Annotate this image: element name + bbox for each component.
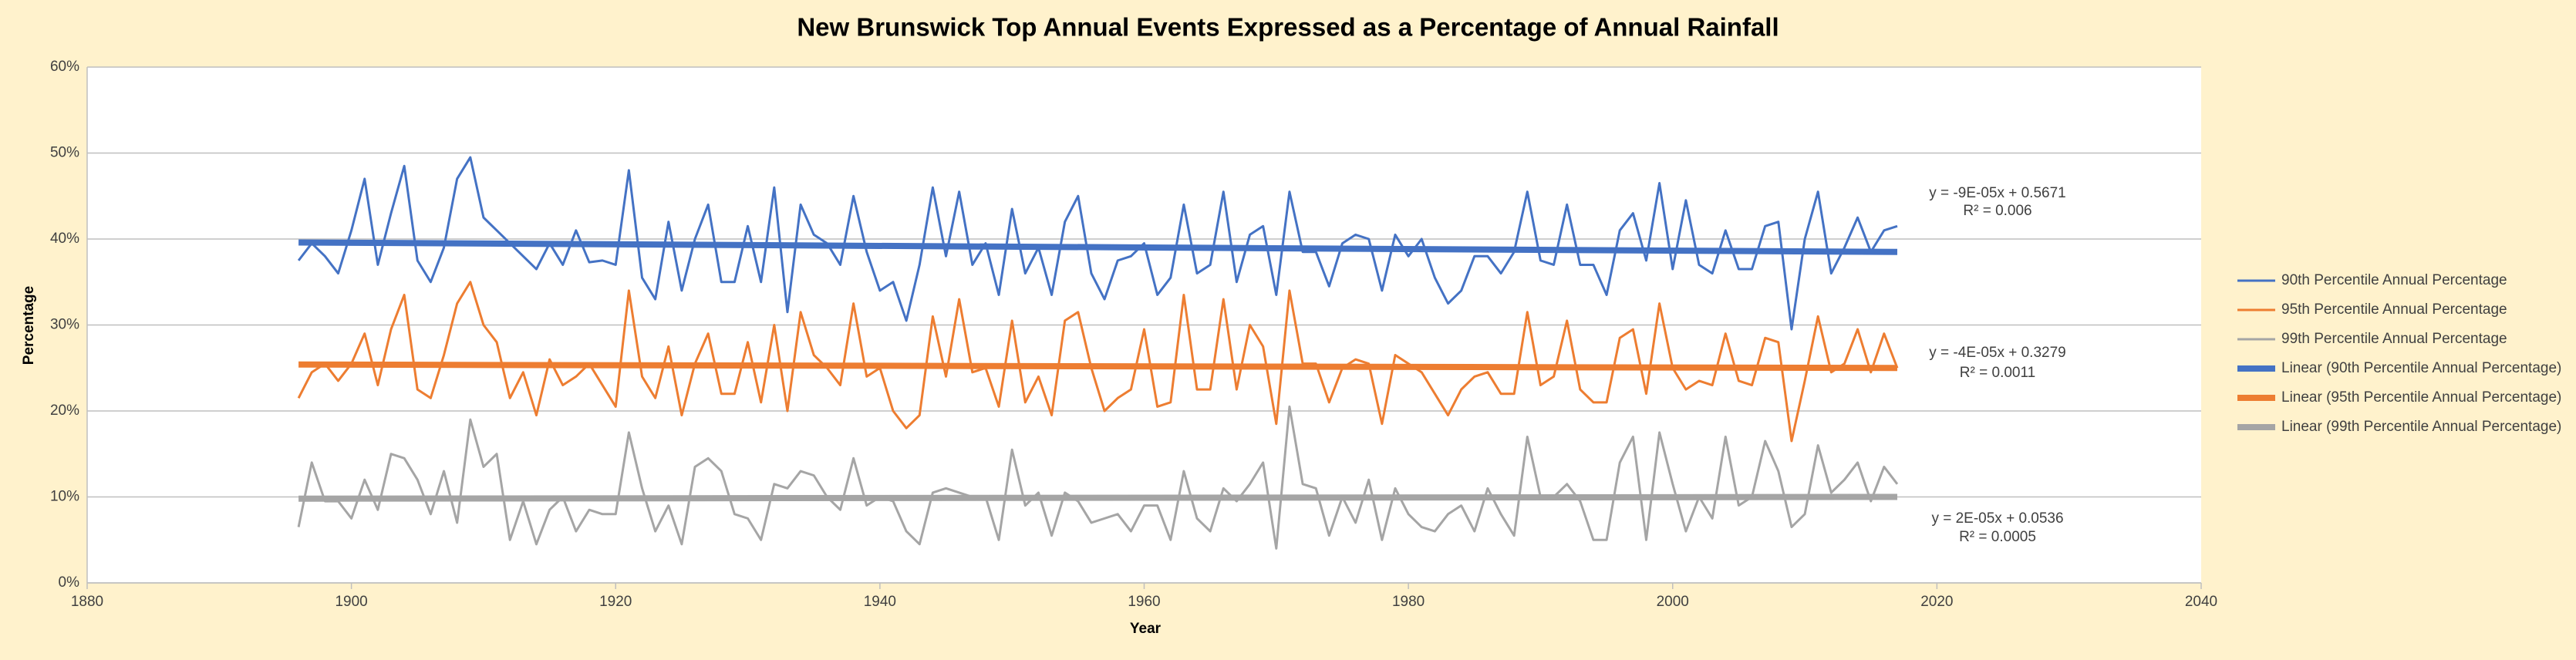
y-tick-label: 10% bbox=[50, 489, 79, 505]
annotation: y = 2E-05x + 0.0536 bbox=[1931, 510, 2063, 527]
x-tick-label: 2040 bbox=[2185, 594, 2217, 610]
legend-label: 95th Percentile Annual Percentage bbox=[2281, 301, 2507, 318]
trend-line bbox=[298, 239, 1898, 255]
chart-title: New Brunswick Top Annual Events Expresse… bbox=[797, 13, 1779, 42]
annotation: R² = 0.0005 bbox=[1959, 529, 2036, 545]
y-tick-label: 0% bbox=[59, 574, 80, 591]
y-tick-label: 60% bbox=[50, 59, 79, 75]
annotation: y = -9E-05x + 0.5671 bbox=[1929, 185, 2065, 201]
y-tick-label: 20% bbox=[50, 402, 79, 419]
x-tick-label: 1900 bbox=[335, 594, 367, 610]
legend-label: Linear (99th Percentile Annual Percentag… bbox=[2281, 419, 2561, 435]
legend-label: 99th Percentile Annual Percentage bbox=[2281, 331, 2507, 347]
series-line bbox=[297, 281, 1899, 443]
legend-label: Linear (90th Percentile Annual Percentag… bbox=[2281, 360, 2561, 376]
annotation: R² = 0.0011 bbox=[1960, 365, 2035, 381]
legend-label: Linear (95th Percentile Annual Percentag… bbox=[2281, 389, 2561, 406]
y-tick-label: 40% bbox=[50, 231, 79, 247]
trend-line bbox=[298, 361, 1897, 372]
annotation: y = -4E-05x + 0.3279 bbox=[1929, 345, 2065, 361]
annotation: R² = 0.006 bbox=[1963, 203, 2031, 219]
x-tick-label: 1920 bbox=[599, 594, 632, 610]
x-tick-label: 1960 bbox=[1128, 594, 1160, 610]
x-tick-label: 2020 bbox=[1920, 594, 1953, 610]
y-axis-title: Percentage bbox=[21, 286, 37, 365]
legend-label: 90th Percentile Annual Percentage bbox=[2281, 272, 2507, 288]
x-tick-label: 2000 bbox=[1657, 594, 1689, 610]
y-tick-label: 50% bbox=[50, 145, 79, 161]
x-tick-label: 1880 bbox=[71, 594, 103, 610]
x-axis-title: Year bbox=[1130, 621, 1162, 637]
y-tick-label: 30% bbox=[50, 317, 79, 333]
x-tick-label: 1980 bbox=[1392, 594, 1425, 610]
x-tick-label: 1940 bbox=[864, 594, 896, 610]
series-line bbox=[297, 405, 1899, 550]
series-line bbox=[297, 156, 1898, 331]
trend-line bbox=[298, 493, 1897, 502]
